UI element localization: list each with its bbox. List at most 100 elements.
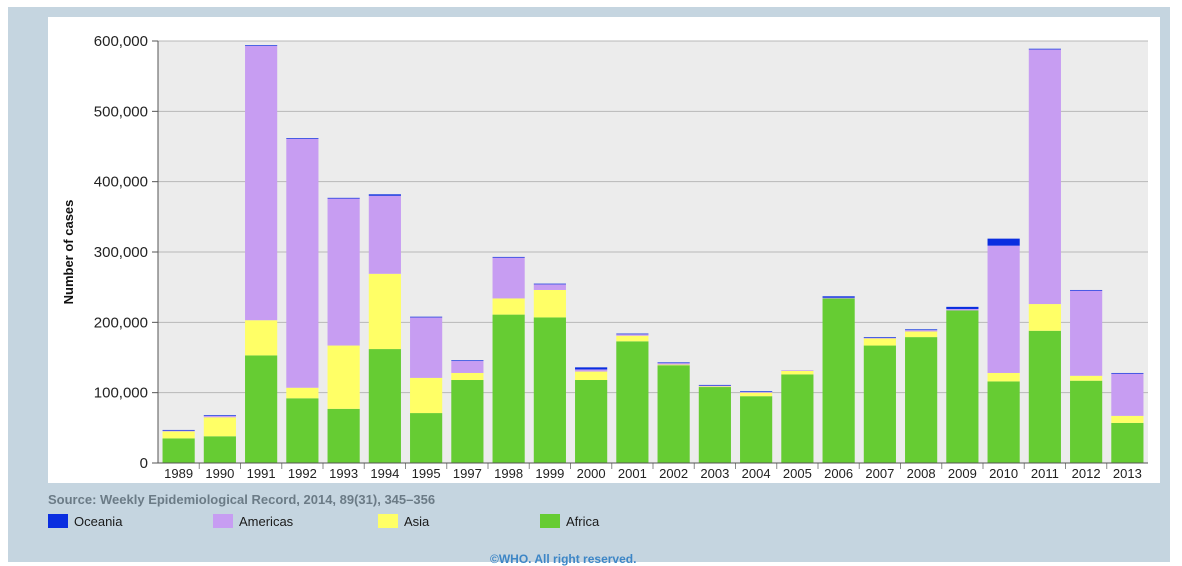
bar-africa-2009 <box>946 310 979 463</box>
bar-africa-1990 <box>203 436 236 463</box>
bar-asia-2012 <box>1070 375 1103 381</box>
bar-oceania-1999 <box>533 283 566 285</box>
bar-africa-1998 <box>492 314 525 463</box>
x-tick-label: 1992 <box>288 466 317 481</box>
bar-americas-2006 <box>822 297 855 299</box>
x-tick-label: 2003 <box>700 466 729 481</box>
y-tick-label: 600,000 <box>94 33 148 50</box>
bar-oceania-2007 <box>863 337 896 338</box>
bar-oceania-2010 <box>987 238 1020 246</box>
bar-asia-2005 <box>781 370 814 375</box>
bar-oceania-1994 <box>368 194 401 196</box>
bar-africa-2012 <box>1070 380 1103 463</box>
bar-africa-2001 <box>616 341 649 463</box>
legend-swatch-oceania <box>48 514 68 528</box>
bar-oceania-1997 <box>451 360 484 362</box>
bar-asia-2008 <box>905 331 938 338</box>
chart-frame: 0 100,000 200,000 300,000 400,000 500,000 600,… <box>8 7 1170 566</box>
bar-americas-2009 <box>946 308 979 311</box>
x-tick-label: 1994 <box>370 466 399 481</box>
x-tick-label: 1998 <box>494 466 523 481</box>
x-tick-label: 2008 <box>907 466 936 481</box>
bar-asia-2007 <box>863 338 896 346</box>
bar-africa-1999 <box>533 317 566 463</box>
legend-item-asia: Asia <box>378 512 429 530</box>
x-tick-label: 1991 <box>247 466 276 481</box>
bar-americas-1992 <box>286 138 319 388</box>
bar-americas-1999 <box>533 284 566 290</box>
bar-oceania-2004 <box>740 391 773 392</box>
bar-americas-1989 <box>162 430 195 432</box>
source-note: Source: Weekly Epidemiological Record, 2… <box>48 492 436 507</box>
y-tick-label: 100,000 <box>94 385 148 402</box>
bar-americas-2011 <box>1028 49 1061 305</box>
bar-americas-2005 <box>781 370 814 371</box>
x-tick-label: 2004 <box>742 466 771 481</box>
legend-label-americas: Americas <box>239 513 294 529</box>
bar-africa-2002 <box>657 365 690 463</box>
x-tick-label: 2009 <box>948 466 977 481</box>
bar-oceania-2013 <box>1111 372 1144 374</box>
bar-oceania-1993 <box>327 197 360 199</box>
x-tick-label: 2013 <box>1113 466 1142 481</box>
legend-label-africa: Africa <box>566 513 600 529</box>
bar-africa-2010 <box>987 381 1020 463</box>
bar-asia-1993 <box>327 345 360 409</box>
bar-asia-2011 <box>1028 304 1061 331</box>
bar-americas-2007 <box>863 337 896 339</box>
bar-americas-1991 <box>245 45 278 321</box>
bar-oceania-1998 <box>492 256 525 258</box>
bar-africa-2003 <box>698 387 731 463</box>
bar-asia-1999 <box>533 289 566 318</box>
bar-asia-1990 <box>203 417 236 437</box>
legend-swatch-americas <box>213 514 233 528</box>
x-tick-label: 1997 <box>453 466 482 481</box>
legend-swatch-asia <box>378 514 398 528</box>
bar-asia-2002 <box>657 364 690 366</box>
legend-item-americas: Americas <box>213 512 293 530</box>
x-tick-label: 2012 <box>1072 466 1101 481</box>
bar-asia-2010 <box>987 372 1020 382</box>
legend-swatch-africa <box>540 514 560 528</box>
copyright-note: ©WHO. All right reserved. <box>490 552 637 566</box>
bar-americas-2012 <box>1070 290 1103 376</box>
bar-oceania-1990 <box>203 415 236 416</box>
bar-asia-2003 <box>698 386 731 388</box>
bar-africa-1995 <box>410 413 443 463</box>
x-tick-label: 1999 <box>535 466 564 481</box>
bar-africa-2000 <box>575 380 608 463</box>
bar-oceania-2002 <box>657 362 690 364</box>
bar-americas-2001 <box>616 334 649 336</box>
plot-panel: 0 100,000 200,000 300,000 400,000 500,000 600,… <box>48 17 1160 483</box>
x-tick-label: 1989 <box>164 466 193 481</box>
legend: Oceania Americas Asia Africa <box>48 512 748 532</box>
bar-oceania-2009 <box>946 306 979 309</box>
bar-americas-1994 <box>368 195 401 274</box>
stacked-bar-chart: 0 100,000 200,000 300,000 400,000 500,000 600,… <box>61 33 1148 481</box>
y-tick-label: 0 <box>140 455 148 472</box>
bar-oceania-1995 <box>410 316 443 318</box>
bar-asia-2001 <box>616 335 649 342</box>
bar-africa-2005 <box>781 374 814 463</box>
bar-americas-2003 <box>698 385 731 387</box>
bar-asia-1994 <box>368 273 401 350</box>
x-tick-label: 2006 <box>824 466 853 481</box>
bar-americas-2010 <box>987 245 1020 373</box>
bar-americas-1995 <box>410 317 443 378</box>
bar-africa-2011 <box>1028 330 1061 463</box>
x-tick-label: 2001 <box>618 466 647 481</box>
legend-label-oceania: Oceania <box>74 513 123 529</box>
bar-asia-2000 <box>575 371 608 381</box>
bar-africa-2004 <box>740 396 773 463</box>
bar-americas-1997 <box>451 361 484 373</box>
x-tick-label: 2002 <box>659 466 688 481</box>
bar-africa-2006 <box>822 298 855 463</box>
bar-americas-1998 <box>492 257 525 299</box>
bar-americas-1990 <box>203 415 236 418</box>
bar-oceania-2001 <box>616 333 649 335</box>
bar-oceania-1989 <box>162 429 195 431</box>
bar-africa-1994 <box>368 349 401 463</box>
x-tick-label: 2005 <box>783 466 812 481</box>
bar-oceania-2006 <box>822 296 855 298</box>
bar-africa-1989 <box>162 438 195 463</box>
